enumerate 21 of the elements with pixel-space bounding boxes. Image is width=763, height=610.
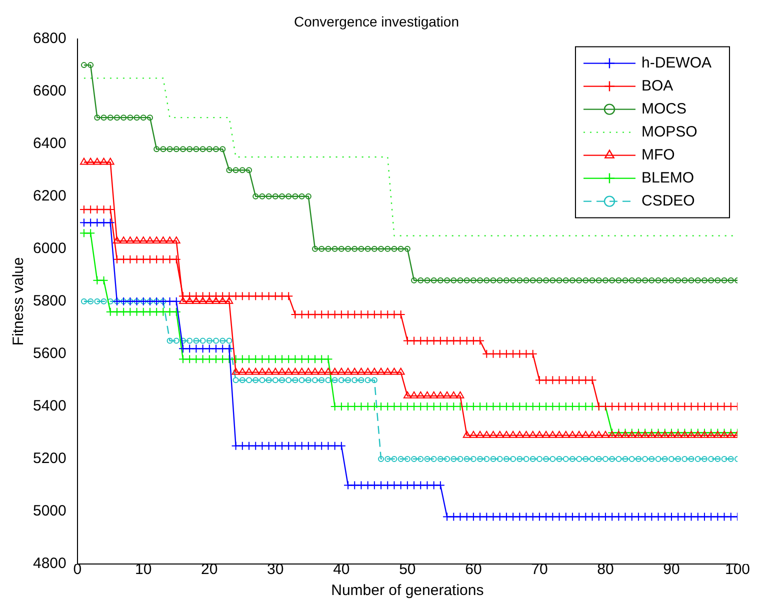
legend-label: CSDEO (641, 192, 695, 210)
y-tick-label: 4800 (32, 555, 66, 572)
legend-label: h-DEWOA (641, 54, 712, 72)
y-axis-title: Fitness value (10, 257, 28, 346)
legend-label: MFO (641, 146, 675, 164)
legend-label: BOA (641, 77, 674, 94)
y-tick-label: 5400 (32, 398, 66, 415)
y-tick-label: 5800 (32, 292, 66, 310)
legend-label: MOCS (641, 100, 686, 118)
chart-title: Convergence investigation (294, 13, 459, 30)
y-tick-label: 6000 (32, 240, 66, 258)
y-tick-label: 5600 (32, 345, 66, 362)
y-tick-label: 6200 (32, 188, 66, 204)
x-axis-title: Number of generations (331, 582, 484, 600)
y-tick-label: 6400 (32, 134, 66, 152)
legend-label: BLEMO (641, 169, 694, 186)
y-tick-label: 6600 (32, 82, 66, 100)
y-tick-label: 5000 (32, 502, 66, 520)
y-tick-label: 5200 (32, 450, 66, 468)
legend-label: MOPSO (641, 123, 698, 140)
y-tick-label: 6800 (32, 30, 66, 47)
